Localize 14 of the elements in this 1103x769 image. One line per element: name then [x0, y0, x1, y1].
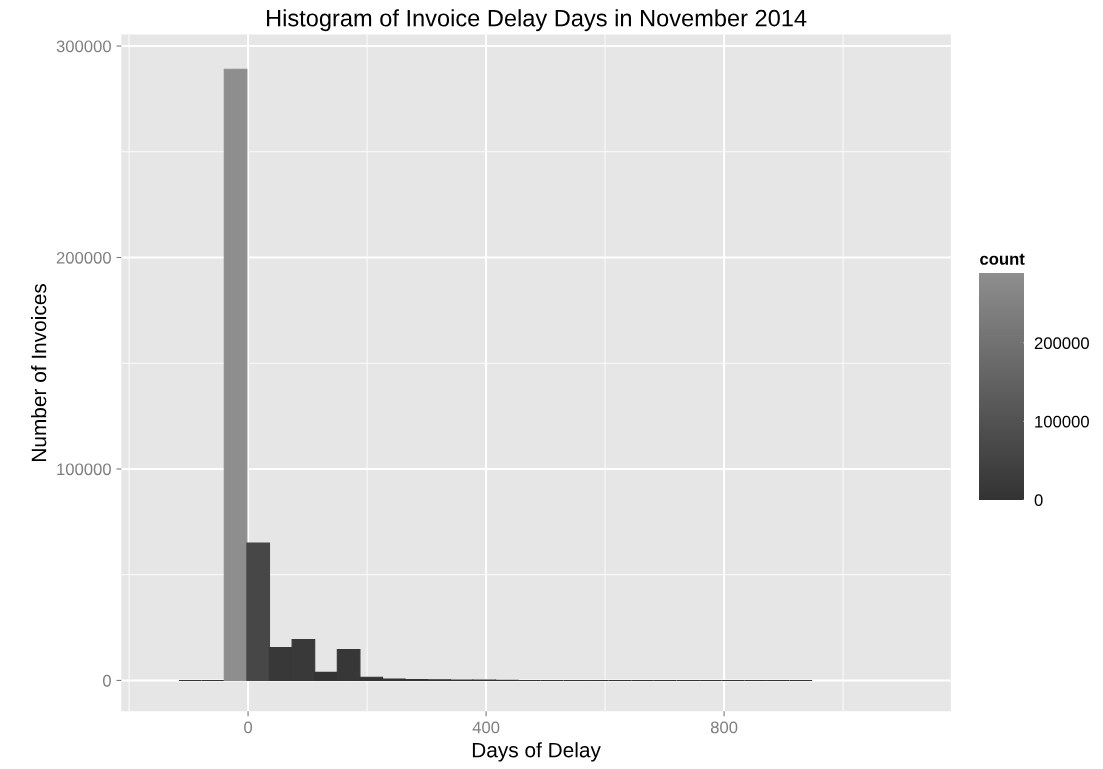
x-axis-title: Days of Delay: [472, 742, 601, 762]
y-tick-label: 100000: [57, 463, 111, 476]
y-tick-label: 200000: [56, 251, 111, 264]
x-tick-label: 400: [472, 721, 500, 734]
color-bar-title: count: [980, 253, 1025, 265]
x-tick-label: 800: [710, 721, 738, 734]
color-bar-label: 0: [1034, 494, 1043, 507]
y-axis-title: Number of Invoices: [31, 283, 47, 461]
y-tick-label: 0: [102, 674, 111, 687]
y-tick-label: 300000: [56, 40, 111, 53]
chart-title: Histogram of Invoice Delay Days in November 2014: [267, 9, 807, 32]
color-bar-label: 100000: [1035, 415, 1089, 428]
color-bar-label: 200000: [1034, 337, 1089, 350]
x-tick-label: 0: [244, 721, 253, 734]
